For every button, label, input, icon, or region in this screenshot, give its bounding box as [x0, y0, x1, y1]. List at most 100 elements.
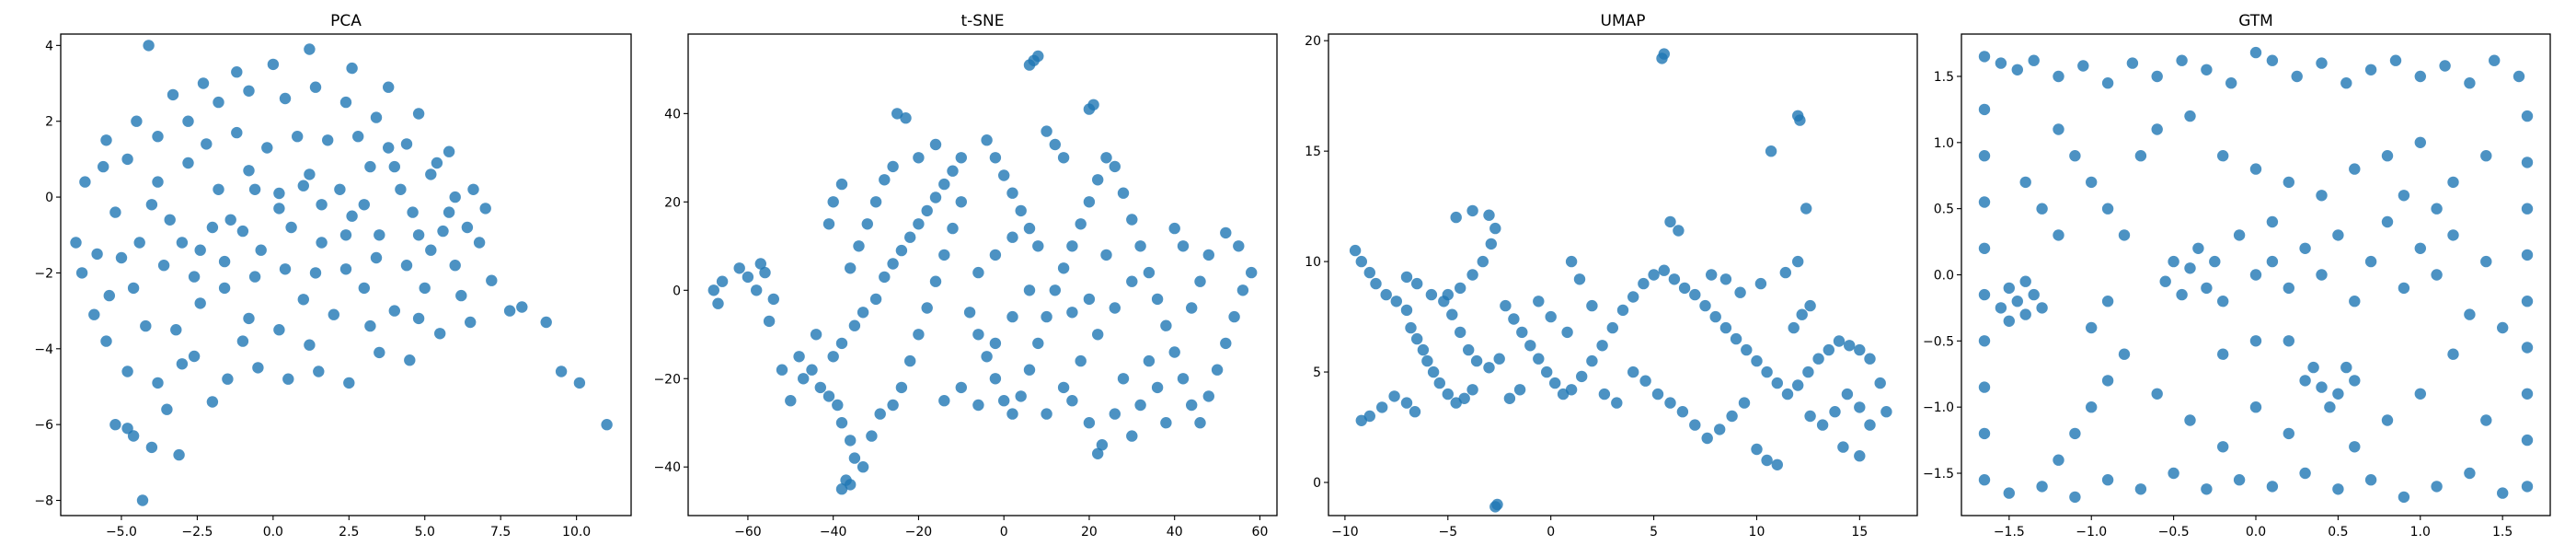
- pca-point-91: [157, 260, 170, 272]
- gtm-point-11: [2225, 77, 2237, 89]
- umap-point-52: [1524, 340, 1536, 352]
- umap-point-65: [1648, 269, 1660, 281]
- t-sne-point-81: [1168, 346, 1180, 358]
- umap-point-75: [1751, 354, 1763, 367]
- umap-point-45: [1477, 255, 1489, 268]
- gtm-point-114: [2086, 401, 2098, 413]
- umap-point-76: [1761, 366, 1773, 378]
- pca-point-94: [140, 319, 152, 332]
- pca-point-76: [304, 168, 316, 180]
- gtm-point-66: [2168, 255, 2179, 268]
- umap-point-85: [1854, 343, 1866, 356]
- t-sne-point-61: [998, 395, 1010, 407]
- pca-point-120: [297, 180, 309, 191]
- umap-title: UMAP: [1601, 12, 1646, 30]
- umap-point-61: [1606, 321, 1619, 334]
- umap-point-111: [1754, 277, 1767, 290]
- umap-ytick-label-4: 20: [1305, 34, 1321, 49]
- gtm-point-47: [2168, 467, 2179, 480]
- t-sne-point-22: [806, 364, 818, 376]
- umap-point-88: [1880, 406, 1892, 418]
- umap-point-19: [1433, 377, 1446, 389]
- pca-point-33: [231, 66, 243, 78]
- pca-point-79: [395, 183, 407, 195]
- pca-point-68: [109, 206, 121, 218]
- gtm-point-73: [2159, 275, 2171, 287]
- umap-point-79: [1792, 379, 1804, 391]
- pca-ytick-label-0: −8: [34, 494, 53, 509]
- umap-xtick-label-3: 5: [1650, 525, 1658, 540]
- umap-point-38: [1483, 362, 1495, 374]
- pca-point-38: [79, 176, 91, 188]
- umap-ytick-label-2: 10: [1305, 255, 1321, 270]
- gtm-point-94: [2464, 308, 2476, 320]
- umap-xtick-label-4: 10: [1749, 525, 1765, 540]
- t-sne-point-134: [1126, 430, 1138, 442]
- gtm-point-32: [1978, 474, 1991, 486]
- pca-xtick-label-2: 0.0: [263, 525, 283, 540]
- t-sne-point-140: [776, 364, 788, 376]
- umap-point-69: [1689, 288, 1701, 301]
- gtm-xtick-label-2: −0.5: [2158, 525, 2190, 540]
- t-sne-point-42: [913, 218, 925, 230]
- pca-point-34: [197, 77, 210, 89]
- pca-point-26: [467, 183, 479, 195]
- gtm-point-20: [2439, 60, 2451, 72]
- umap-point-10: [1370, 277, 1382, 290]
- gtm-point-56: [2464, 467, 2476, 480]
- umap-point-59: [1586, 354, 1598, 367]
- t-sne-point-41: [904, 231, 916, 243]
- t-sne-point-88: [1228, 310, 1240, 323]
- gtm-point-140: [2497, 321, 2509, 334]
- t-sne-point-63: [1015, 390, 1027, 402]
- pca-point-9: [516, 301, 528, 313]
- umap-point-93: [1816, 419, 1829, 431]
- umap-point-95: [1627, 366, 1639, 378]
- umap-point-43: [1489, 222, 1501, 235]
- t-sne-point-5: [891, 108, 903, 120]
- t-sne-point-87: [1220, 337, 1232, 350]
- t-sne-point-75: [1117, 187, 1130, 199]
- t-sne-point-131: [1151, 381, 1164, 394]
- pca-point-16: [252, 362, 264, 374]
- umap-point-67: [1668, 273, 1681, 285]
- umap-ytick-label-1: 5: [1313, 366, 1321, 380]
- pca-point-13: [161, 403, 173, 415]
- t-sne-point-130: [1134, 399, 1146, 412]
- gtm-point-14: [2291, 70, 2303, 83]
- umap-point-113: [1792, 255, 1804, 268]
- umap-point-74: [1741, 343, 1753, 356]
- pca-point-32: [267, 58, 280, 71]
- umap-point-116: [1673, 225, 1685, 237]
- pca-point-23: [465, 316, 477, 329]
- umap-point-112: [1779, 266, 1792, 279]
- gtm-point-137: [2283, 335, 2294, 347]
- gtm-point-38: [2521, 342, 2534, 354]
- pca-point-100: [455, 289, 467, 302]
- umap-point-120: [1533, 296, 1545, 308]
- gtm-point-68: [2201, 282, 2213, 295]
- umap-point-117: [1565, 255, 1578, 268]
- t-sne-point-86: [1211, 364, 1224, 376]
- umap-point-98: [1664, 397, 1676, 409]
- pca-point-18: [313, 366, 325, 377]
- pca-point-84: [370, 251, 383, 264]
- umap-point-87: [1874, 377, 1886, 389]
- gtm-point-33: [2521, 110, 2534, 122]
- pca-point-88: [248, 271, 261, 283]
- t-sne-point-84: [1194, 417, 1206, 429]
- gtm-point-21: [2464, 77, 2476, 89]
- t-sne-point-141: [810, 329, 822, 341]
- umap-point-103: [1726, 410, 1738, 423]
- pca-point-133: [443, 206, 455, 218]
- pca-point-70: [121, 153, 133, 166]
- gtm-point-4: [2053, 70, 2064, 83]
- gtm-point-49: [2233, 474, 2246, 486]
- umap-point-26: [1388, 390, 1400, 402]
- pca-point-86: [309, 267, 322, 279]
- t-sne-point-7: [835, 483, 848, 495]
- pca-point-17: [282, 373, 294, 385]
- t-sne-point-79: [1151, 293, 1164, 306]
- pca-point-47: [194, 297, 206, 309]
- umap-point-80: [1802, 366, 1814, 378]
